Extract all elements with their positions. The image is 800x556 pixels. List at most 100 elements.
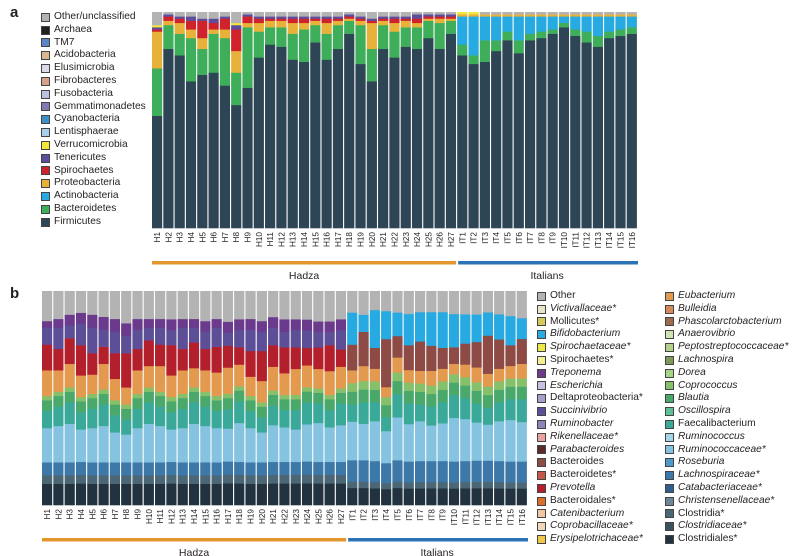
bar-segment-lachnospiraceae-it8 — [426, 460, 437, 483]
legend-label: Rikenellaceae* — [550, 430, 618, 442]
x-tick-label-h27: H27 — [337, 509, 346, 524]
bar-segment-ruminococcaceae-it15 — [505, 419, 516, 462]
bar-segment-clostridia-h2 — [53, 475, 64, 484]
bar-segment-bacteroides-it6 — [403, 345, 414, 371]
legend-swatch — [41, 179, 50, 189]
bar-segment-blautia-h15 — [200, 395, 211, 407]
bar-segment-eubacterium-it14 — [494, 368, 505, 382]
bar-segment-prevotella-h16 — [211, 346, 222, 373]
x-tick-label-h8: H8 — [122, 509, 131, 520]
bar-segment-clostridia-h26 — [324, 474, 335, 484]
legend-swatch — [665, 368, 674, 378]
legend-swatch — [537, 394, 546, 404]
legend-label: Coprococcus — [678, 379, 738, 391]
bar-segment-bacteroidetes-it10 — [558, 22, 570, 28]
legend-swatch — [41, 76, 50, 86]
legend-b-item-blautia: Blautia — [665, 392, 788, 405]
bar-segment-clostridiales-h26 — [324, 483, 335, 506]
bar-segment-firmicutes-h12 — [276, 46, 287, 229]
bar-segment-eubacterium-h12 — [166, 375, 177, 398]
bar-segment-actinobacteria-it1 — [457, 16, 468, 45]
x-tick-label-it13: IT13 — [594, 232, 603, 249]
x-tick-label-h23: H23 — [402, 232, 411, 247]
bar-segment-other-unclassified-it5 — [502, 12, 513, 15]
x-tick-label-h17: H17 — [334, 232, 343, 247]
bar-segment-spirochaetes-h2 — [163, 16, 174, 21]
bar-segment-bacteroidetes-it11 — [570, 29, 581, 37]
legend-label: Other/unclassified — [54, 11, 136, 22]
bar-segment-eubacterium-h11 — [155, 365, 166, 392]
legend-label: Spirochaetes* — [550, 353, 614, 365]
bar-segment-treponema-h24 — [301, 319, 313, 331]
bar-segment-other-unclassified-it15 — [615, 12, 626, 15]
x-tick-label-it11: IT11 — [571, 232, 580, 248]
bar-segment-spirochaetes-h26 — [434, 16, 445, 19]
x-tick-label-it6: IT6 — [515, 232, 524, 244]
bar-segment-coprococcus-h18 — [234, 386, 245, 391]
bar-segment-bifidobacterium-it2 — [358, 314, 369, 332]
bar-segment-tenericutes-h26 — [434, 14, 445, 17]
legend-swatch — [537, 317, 546, 327]
bar-segment-lachnospiraceae-h24 — [301, 461, 313, 475]
bar-segment-bacteroidetes-h15 — [310, 24, 321, 43]
bar-segment-lachnospiraceae-h18 — [234, 461, 245, 476]
bar-segment-ruminococcaceae-it8 — [426, 425, 437, 462]
bar-segment-succinivibrio-h15 — [200, 331, 211, 350]
x-tick-label-it4: IT4 — [492, 232, 501, 244]
bar-segment-treponema-h23 — [290, 319, 301, 331]
legend-swatch — [537, 471, 546, 481]
bar-segment-prevotella-h2 — [53, 348, 64, 371]
bar-segment-firmicutes-h9 — [242, 87, 253, 229]
bar-segment-lachnospiraceae-h13 — [177, 462, 188, 476]
bar-segment-bacteroidetes-h9 — [242, 27, 253, 88]
bar-segment-actinobacteria-it14 — [604, 16, 615, 32]
bar-segment-bacteroidetes-it13 — [592, 35, 603, 47]
bar-segment-firmicutes-h8 — [231, 104, 242, 229]
bar-segment-tenericutes-h2 — [163, 14, 174, 17]
bar-segment-other-it12 — [471, 291, 482, 315]
bar-segment-actinobacteria-it7 — [524, 16, 536, 34]
bar-segment-other-h18 — [234, 291, 245, 320]
bar-segment-clostridia-h17 — [222, 474, 234, 484]
bar-segment-succinivibrio-h9 — [132, 329, 143, 350]
bar-segment-firmicutes-h6 — [208, 72, 219, 229]
bar-segment-firmicutes-h22 — [389, 57, 400, 229]
legend-label: Prevotella — [550, 481, 596, 493]
legend-panel-b-col2: Eubacterium Bulleidia Phascolarctobacteriu… — [665, 290, 788, 546]
bar-segment-clostridiales-it10 — [448, 488, 460, 506]
bar-segment-clostridiales-h15 — [200, 483, 211, 506]
legend-a-item-gemmatimonadetes: Gemmatimonadetes — [41, 101, 146, 114]
bar-segment-clostridia-it6 — [403, 482, 414, 489]
legend-label: Ruminobacter — [550, 417, 614, 429]
bar-segment-coprococcus-h24 — [301, 387, 313, 392]
x-tick-label-h11: H11 — [266, 232, 275, 247]
bar-segment-bacteroidetes-h24 — [411, 27, 423, 50]
bar-segment-lachnospiraceae-h11 — [155, 462, 166, 476]
x-tick-label-h12: H12 — [277, 232, 286, 247]
bar-segment-clostridia-it9 — [437, 481, 448, 489]
bar-segment-other-unclassified-h12 — [276, 12, 287, 17]
bar-segment-faecalibacterium-it13 — [482, 407, 493, 425]
legend-swatch — [537, 535, 546, 545]
bar-segment-spirochaetes-h9 — [242, 16, 253, 24]
legend-label: Proteobacteria — [54, 177, 121, 189]
bar-segment-succinivibrio-h18 — [234, 329, 245, 348]
x-tick-label-h5: H5 — [198, 232, 207, 243]
bar-segment-ruminococcaceae-h6 — [98, 425, 109, 463]
group-bar-hadza — [152, 261, 457, 265]
bar-segment-other-it9 — [437, 291, 448, 313]
legend-label: Christensenellaceae* — [678, 494, 775, 506]
bar-segment-proteobacteria-it16 — [626, 14, 637, 17]
x-tick-label-it15: IT15 — [507, 509, 516, 526]
bar-segment-proteobacteria-h3 — [174, 22, 185, 34]
bar-segment-eubacterium-h7 — [109, 378, 121, 401]
bar-segment-ruminococcaceae-it5 — [392, 417, 403, 461]
bar-segment-bifidobacterium-it16 — [516, 318, 527, 340]
bar-segment-other-h4 — [75, 291, 87, 313]
legend-label: Blautia — [678, 392, 710, 404]
bar-segment-clostridia-it3 — [369, 481, 380, 489]
bar-segment-other-unclassified-h27 — [445, 12, 457, 15]
bar-segment-faecalibacterium-h1 — [42, 410, 53, 429]
bar-segment-prevotella-h10 — [143, 340, 154, 367]
legend-label: Gemmatimonadetes — [54, 100, 146, 112]
